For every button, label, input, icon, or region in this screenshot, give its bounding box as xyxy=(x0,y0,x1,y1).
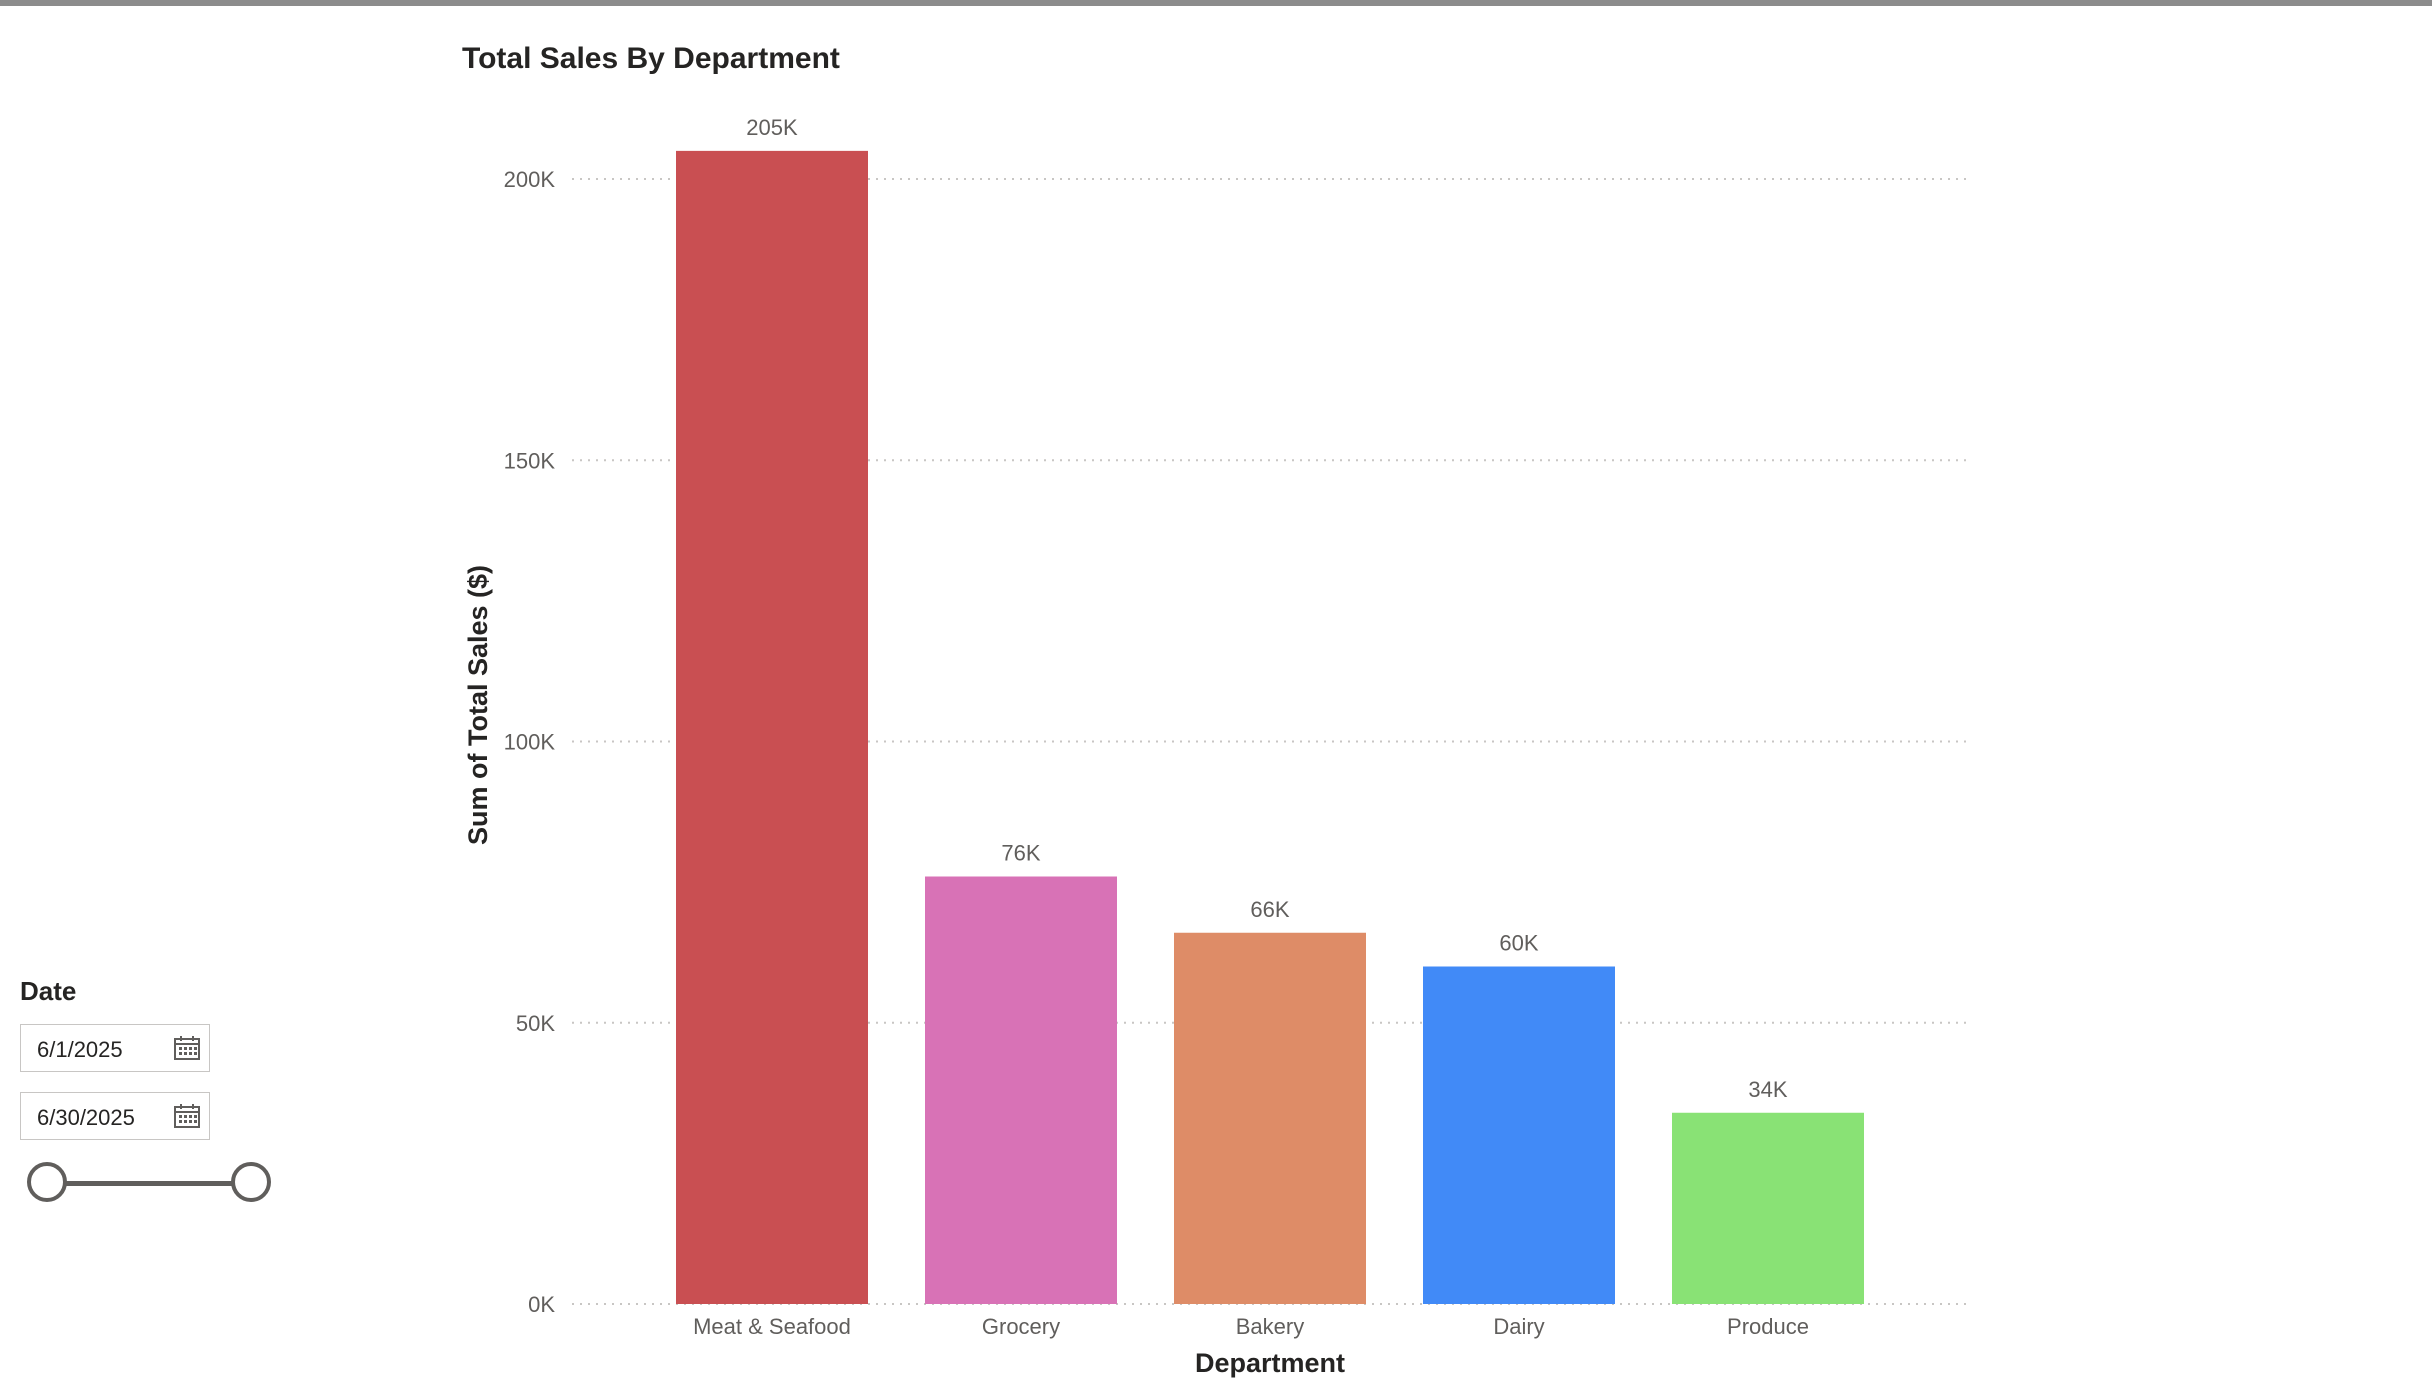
end-date-field[interactable]: 6/30/2025 xyxy=(20,1092,210,1140)
bar xyxy=(1174,932,1366,1304)
x-tick-label: Bakery xyxy=(1236,1314,1304,1339)
data-label: 34K xyxy=(1748,1077,1787,1102)
date-slicer: Date 6/1/2025 6/30/2025 xyxy=(20,976,300,1216)
data-label: 76K xyxy=(1001,841,1040,866)
bar xyxy=(1423,966,1615,1304)
date-range-track[interactable] xyxy=(50,1181,255,1186)
calendar-icon[interactable] xyxy=(173,1035,201,1061)
data-label: 205K xyxy=(746,115,798,140)
chart-title: Total Sales By Department xyxy=(462,42,840,75)
x-tick-label: Grocery xyxy=(982,1314,1060,1339)
y-tick-label: 50K xyxy=(516,1011,555,1036)
x-tick-label: Produce xyxy=(1727,1314,1809,1339)
data-label: 66K xyxy=(1250,897,1289,922)
calendar-icon[interactable] xyxy=(173,1103,201,1129)
range-end-handle[interactable] xyxy=(231,1162,271,1202)
data-label: 60K xyxy=(1499,931,1538,956)
slicer-title: Date xyxy=(20,976,77,1006)
bar xyxy=(1672,1112,1864,1304)
x-tick-label: Meat & Seafood xyxy=(693,1314,851,1339)
y-tick-label: 100K xyxy=(504,730,556,755)
bar xyxy=(925,876,1117,1304)
top-border xyxy=(0,0,2432,6)
y-tick-label: 0K xyxy=(528,1292,555,1317)
start-date-field[interactable]: 6/1/2025 xyxy=(20,1024,210,1072)
range-start-handle[interactable] xyxy=(27,1162,67,1202)
y-axis-title: Sum of Total Sales ($) xyxy=(463,565,493,845)
bar xyxy=(676,150,868,1304)
x-tick-label: Dairy xyxy=(1493,1314,1544,1339)
x-axis-title: Department xyxy=(1195,1348,1345,1378)
end-date-value: 6/30/2025 xyxy=(37,1105,135,1130)
y-tick-label: 150K xyxy=(504,448,556,473)
y-tick-label: 200K xyxy=(504,167,556,192)
start-date-value: 6/1/2025 xyxy=(37,1037,123,1062)
